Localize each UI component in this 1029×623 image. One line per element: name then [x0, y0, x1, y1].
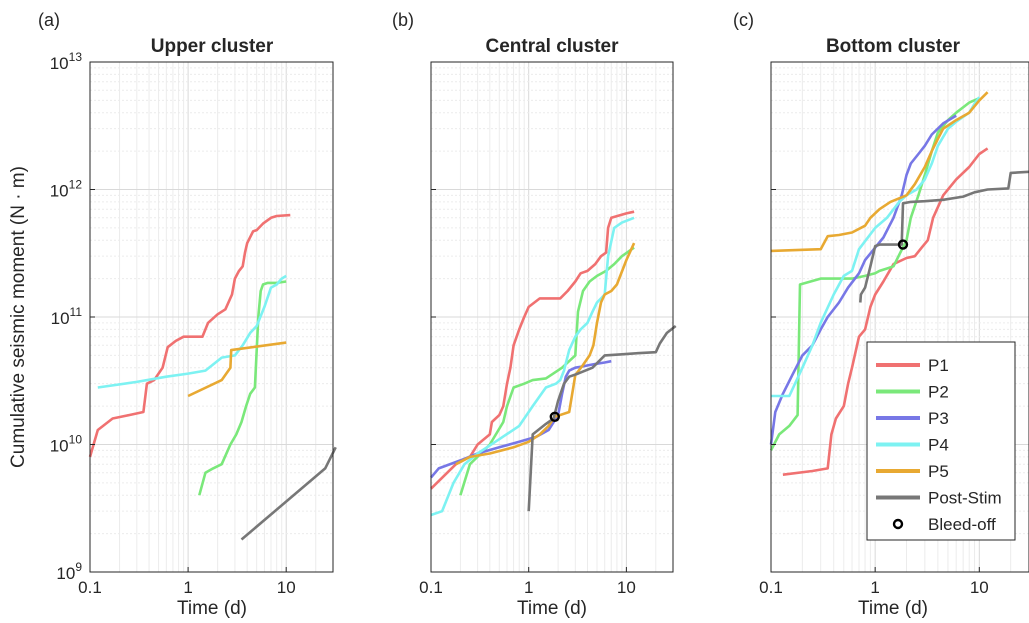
tick-layer: 0.1 1 10	[419, 61, 636, 597]
x-tick-label: 0.1	[759, 578, 783, 597]
series-line-p4	[97, 274, 287, 389]
series-line-p3	[769, 114, 957, 445]
bleed-off-marker	[549, 411, 560, 422]
y-tick-label: 1011	[51, 305, 83, 328]
series-line-p3	[430, 359, 612, 479]
series-line-p2	[459, 246, 635, 496]
series-line-p2	[198, 280, 287, 496]
y-tick-label: 109	[56, 560, 82, 583]
legend-marker-bleed-off	[892, 518, 904, 530]
x-tick-label: 1	[870, 578, 879, 597]
legend-label: Post-Stim	[928, 489, 1002, 508]
panel-label: (b)	[392, 10, 414, 30]
series-layer	[88, 213, 337, 541]
legend-label: P4	[928, 436, 949, 455]
legend: P1 P2 P3 P4 P5 Post-Stim Bleed-off	[866, 341, 1016, 541]
y-tick-label: 1012	[50, 178, 83, 201]
grid	[89, 62, 334, 573]
grid	[430, 62, 674, 573]
panel-title: Upper cluster	[151, 36, 274, 57]
x-tick-label: 1	[524, 578, 533, 597]
legend-box	[866, 341, 1016, 541]
series-line-p1	[88, 213, 291, 458]
series-line-post-stim	[859, 170, 1029, 303]
legend-label: P2	[928, 383, 949, 402]
series-line-p4	[430, 216, 635, 517]
series-line-p2	[769, 97, 980, 451]
series-line-p4	[771, 96, 981, 398]
x-axis-label: Time (d)	[858, 598, 928, 619]
series-line-p1	[430, 210, 635, 490]
panel-label: (c)	[733, 10, 754, 30]
panel-upper-cluster: (a) Upper cluster 0.1 1 10 109 1010 1011 1012 1…	[38, 10, 337, 619]
tick-layer: 0.1 1 10	[759, 61, 989, 597]
series-line-post-stim	[240, 446, 337, 541]
series-line-p5	[187, 341, 287, 398]
panel-title: Central cluster	[485, 36, 619, 57]
legend-label: P3	[928, 409, 949, 428]
x-tick-label: 10	[970, 578, 989, 597]
y-axis-label: Cumulative seismic moment (N · m)	[8, 166, 29, 468]
x-tick-label: 1	[183, 578, 192, 597]
x-tick-label: 0.1	[419, 578, 443, 597]
y-tick-label: 1010	[50, 433, 83, 456]
x-axis-label: Time (d)	[517, 598, 587, 619]
x-tick-label: 10	[617, 578, 636, 597]
series-line-post-stim	[527, 324, 677, 512]
tick-layer: 0.1 1 10 109 1010 1011 1012 1013	[50, 50, 296, 597]
series-layer	[430, 210, 677, 517]
series-line-p1	[782, 147, 989, 476]
panel-central-cluster: (b) Central cluster 0.1 1 10 Time (d)	[392, 10, 677, 619]
legend-label: Bleed-off	[928, 515, 996, 534]
legend-label: P5	[928, 462, 949, 481]
legend-label: P1	[928, 356, 949, 375]
series-layer	[769, 91, 1029, 476]
y-tick-label: 1013	[50, 50, 83, 73]
bleed-off-marker	[897, 239, 909, 250]
x-tick-label: 0.1	[78, 578, 102, 597]
panel-label: (a)	[38, 10, 60, 30]
x-axis-label: Time (d)	[177, 598, 247, 619]
series-line-p5	[770, 91, 989, 253]
panel-title: Bottom cluster	[826, 36, 961, 57]
x-tick-label: 10	[277, 578, 296, 597]
